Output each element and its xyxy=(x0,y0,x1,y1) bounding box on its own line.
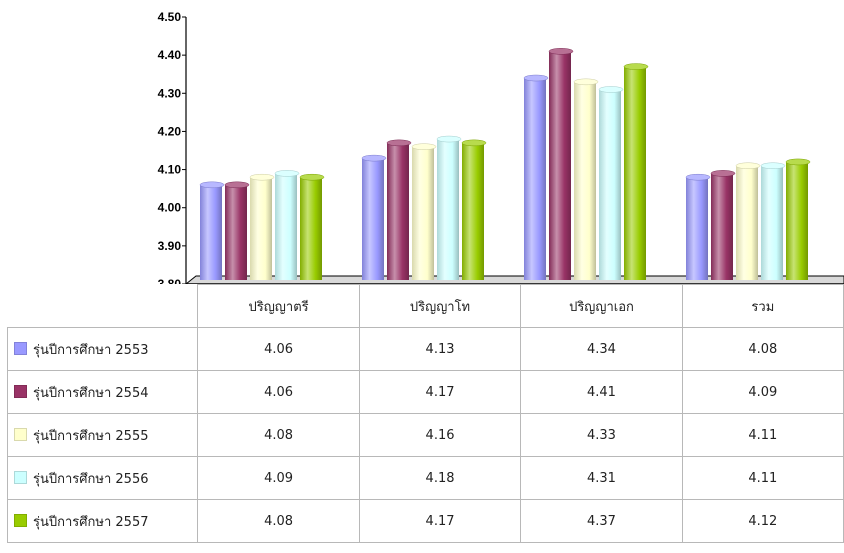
legend-swatch xyxy=(14,513,27,527)
table-row: รุ่นปีการศึกษา 2556 4.09 4.18 4.31 4.11 xyxy=(6,456,844,500)
data-label: 4.18 xyxy=(358,456,522,500)
series-name: รุ่นปีการศึกษา 2556 xyxy=(33,471,149,487)
data-label: 4.08 xyxy=(197,413,360,457)
y-tick-label: 4.00 xyxy=(158,201,182,215)
bar xyxy=(274,170,300,280)
data-label: 4.13 xyxy=(358,327,522,371)
category-label: ปริญญาเอก xyxy=(520,284,683,328)
data-label: 4.11 xyxy=(681,456,844,500)
bar xyxy=(249,173,275,280)
legend-swatch xyxy=(14,384,27,398)
bar xyxy=(623,63,649,280)
chart-floor xyxy=(185,275,844,284)
category-label: ปริญญาตรี xyxy=(197,284,360,328)
bar xyxy=(224,181,250,280)
bar xyxy=(735,162,761,280)
bar xyxy=(386,139,412,280)
data-label: 4.17 xyxy=(358,370,522,414)
legend-entry: รุ่นปีการศึกษา 2553 xyxy=(6,327,199,371)
legend-swatch xyxy=(14,470,27,484)
table-row: รุ่นปีการศึกษา 2553 4.06 4.13 4.34 4.08 xyxy=(6,327,844,371)
y-tick-label: 4.40 xyxy=(158,48,182,62)
bar xyxy=(299,173,325,280)
table-corner xyxy=(7,284,199,328)
data-label: 4.16 xyxy=(358,413,522,457)
table-row: รุ่นปีการศึกษา 2554 4.06 4.17 4.41 4.09 xyxy=(6,370,844,414)
data-label: 4.17 xyxy=(358,499,522,543)
legend-entry: รุ่นปีการศึกษา 2556 xyxy=(6,456,199,500)
bar xyxy=(685,173,711,280)
bar xyxy=(361,154,387,280)
bar xyxy=(461,139,487,280)
y-tick-label: 4.50 xyxy=(158,10,182,24)
data-label: 4.41 xyxy=(520,370,683,414)
bar-chart: 3.80 3.90 4.00 4.10 4.20 4.30 4.40 4.50 xyxy=(158,10,844,284)
data-label: 4.31 xyxy=(520,456,683,500)
y-tick-label: 3.90 xyxy=(158,239,182,253)
legend-entry: รุ่นปีการศึกษา 2557 xyxy=(6,499,199,543)
data-label: 4.11 xyxy=(681,413,844,457)
legend-entry: รุ่นปีการศึกษา 2554 xyxy=(6,370,199,414)
legend-entry: รุ่นปีการศึกษา 2555 xyxy=(6,413,199,457)
data-label: 4.33 xyxy=(520,413,683,457)
y-tick-label: 3.80 xyxy=(158,277,182,284)
table-header-row: ปริญญาตรี ปริญญาโท ปริญญาเอก รวม xyxy=(7,284,844,328)
y-axis: 3.80 3.90 4.00 4.10 4.20 4.30 4.40 4.50 xyxy=(158,10,187,284)
bar xyxy=(598,86,624,280)
data-label: 4.06 xyxy=(197,370,360,414)
bar xyxy=(523,74,549,281)
y-tick-label: 4.10 xyxy=(158,163,182,177)
legend-swatch xyxy=(14,341,27,355)
bar xyxy=(760,162,786,280)
data-label: 4.34 xyxy=(520,327,683,371)
series-name: รุ่นปีการศึกษา 2557 xyxy=(33,514,149,530)
data-table: ปริญญาตรี ปริญญาโท ปริญญาเอก รวม รุ่นปีการศึ… xyxy=(6,284,844,543)
bar xyxy=(411,143,437,280)
data-label: 4.08 xyxy=(681,327,844,371)
bar xyxy=(710,170,736,280)
legend-swatch xyxy=(14,427,27,441)
bars xyxy=(199,48,811,281)
category-label: ปริญญาโท xyxy=(358,284,522,328)
table-row: รุ่นปีการศึกษา 2557 4.08 4.17 4.37 4.12 xyxy=(6,499,844,543)
data-label: 4.09 xyxy=(681,370,844,414)
data-label: 4.09 xyxy=(197,456,360,500)
bar xyxy=(548,48,574,281)
series-name: รุ่นปีการศึกษา 2553 xyxy=(33,342,149,358)
bar xyxy=(785,158,811,280)
bar xyxy=(573,78,599,280)
series-name: รุ่นปีการศึกษา 2555 xyxy=(33,428,149,444)
data-label: 4.06 xyxy=(197,327,360,371)
bar xyxy=(436,135,462,280)
data-label: 4.12 xyxy=(681,499,844,543)
bar xyxy=(199,181,225,280)
y-tick-label: 4.30 xyxy=(158,86,182,100)
data-label: 4.37 xyxy=(520,499,683,543)
category-label: รวม xyxy=(681,284,844,328)
table-row: รุ่นปีการศึกษา 2555 4.08 4.16 4.33 4.11 xyxy=(6,413,844,457)
data-label: 4.08 xyxy=(197,499,360,543)
y-tick-label: 4.20 xyxy=(158,124,182,138)
series-name: รุ่นปีการศึกษา 2554 xyxy=(33,385,149,401)
